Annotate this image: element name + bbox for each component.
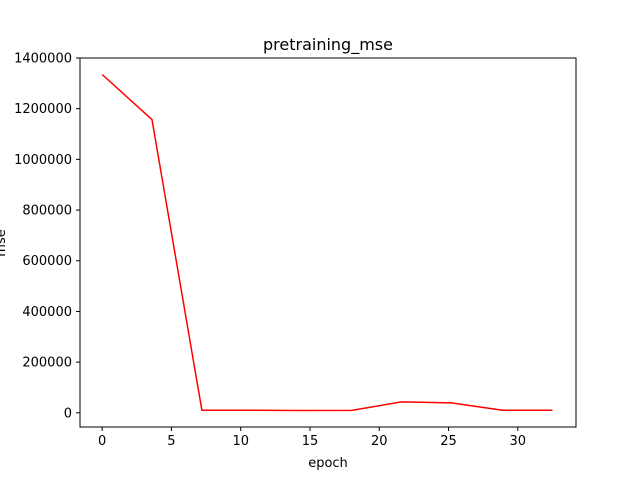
y-tick-label: 1400000 [14,52,72,67]
y-axis-label: mse [0,229,9,256]
y-tick-label: 800000 [22,204,72,219]
y-tick-label: 200000 [22,356,72,371]
x-axis-label: epoch [308,456,348,471]
y-tick-label: 1200000 [14,102,72,117]
x-tick-label: 30 [510,434,527,449]
chart-title: pretraining_mse [263,35,393,55]
x-tick-label: 25 [440,434,457,449]
y-tick-label: 400000 [22,305,72,320]
x-tick-label: 20 [371,434,388,449]
x-tick-label: 0 [98,434,106,449]
x-tick-label: 15 [302,434,319,449]
y-tick-label: 600000 [22,254,72,269]
y-tick-label: 0 [64,406,72,421]
y-tick-label: 1000000 [14,153,72,168]
x-tick-label: 10 [232,434,249,449]
x-tick-label: 5 [167,434,175,449]
